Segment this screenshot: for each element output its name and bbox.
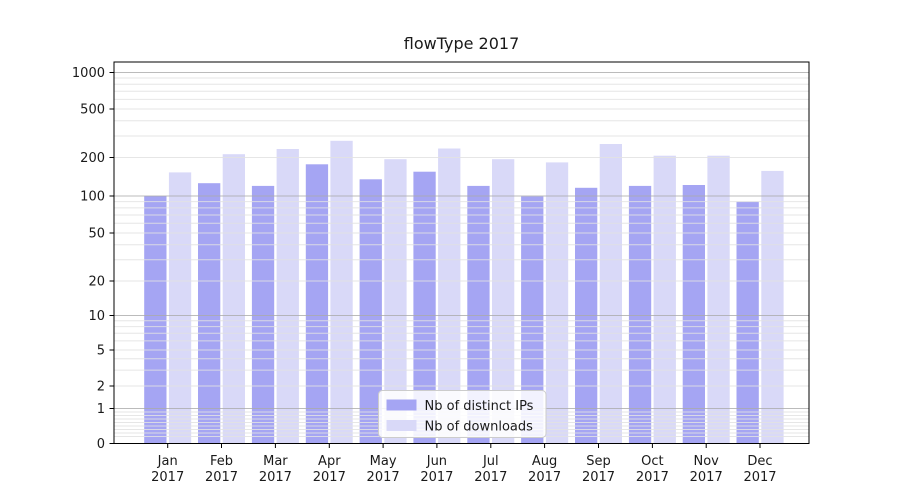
- x-tick-label-month: Mar: [263, 454, 288, 469]
- x-tick-label-month: Jun: [426, 454, 447, 469]
- bar-distinct-ips-jul: [467, 185, 490, 444]
- y-tick-label: 100: [80, 190, 105, 205]
- x-tick-label-year: 2017: [151, 470, 184, 485]
- bar-distinct-ips-feb: [198, 183, 221, 444]
- y-tick-label: 2: [97, 380, 105, 395]
- bars: [144, 140, 784, 444]
- y-tick-label: 1: [97, 402, 105, 417]
- bar-downloads-may: [384, 159, 407, 444]
- x-tick-label-month: Nov: [694, 454, 720, 469]
- x-tick-label-month: Apr: [318, 454, 341, 469]
- x-tick-label-month: Feb: [210, 454, 233, 469]
- plot-border: [113, 61, 810, 444]
- x-tick-label-year: 2017: [690, 470, 723, 485]
- y-tick-label: 500: [80, 103, 105, 118]
- x-tick-label-year: 2017: [313, 470, 346, 485]
- legend-swatch-downloads: [386, 420, 417, 431]
- x-tick-label-year: 2017: [743, 470, 776, 485]
- chart-title: flowType 2017: [404, 34, 520, 53]
- x-tick-label-year: 2017: [636, 470, 669, 485]
- axes: [109, 61, 810, 448]
- y-tick-label: 50: [88, 227, 105, 242]
- x-tick-label-year: 2017: [582, 470, 615, 485]
- y-tick-label: 10: [88, 309, 105, 324]
- x-tick-label-month: May: [370, 454, 397, 469]
- bar-distinct-ips-oct: [628, 185, 652, 444]
- bar-downloads-sep: [599, 144, 622, 444]
- bar-downloads-nov: [707, 155, 730, 444]
- legend: Nb of distinct IPs Nb of downloads: [378, 390, 547, 438]
- y-tick-label: 200: [80, 151, 105, 166]
- x-tick-label-month: Oct: [641, 454, 663, 469]
- bar-downloads-mar: [276, 149, 299, 444]
- bar-downloads-jul: [492, 159, 515, 444]
- bar-distinct-ips-apr: [305, 164, 329, 444]
- x-tick-label-month: Dec: [747, 454, 772, 469]
- bar-distinct-ips-aug: [521, 196, 544, 444]
- legend-swatch-distinct-ips: [386, 399, 417, 411]
- bar-distinct-ips-jan: [144, 196, 167, 444]
- bar-downloads-jan: [168, 172, 192, 444]
- x-tick-label-year: 2017: [474, 470, 507, 485]
- bar-distinct-ips-nov: [682, 185, 705, 444]
- x-tick-label-year: 2017: [367, 470, 400, 485]
- x-tick-label-month: Jan: [157, 454, 178, 469]
- x-tick-label-month: Sep: [586, 454, 611, 469]
- y-tick-label: 5: [97, 344, 105, 359]
- x-tick-label-month: Jul: [482, 454, 499, 469]
- bar-downloads-oct: [653, 155, 676, 444]
- bar-downloads-aug: [545, 162, 569, 444]
- x-tick-label-year: 2017: [420, 470, 453, 485]
- y-tick-label: 1000: [72, 66, 105, 81]
- bar-distinct-ips-dec: [736, 201, 759, 444]
- axis-tick-labels: 01251020501002005001000Jan2017Feb2017Mar…: [72, 66, 777, 485]
- legend-label-downloads: Nb of downloads: [425, 420, 534, 435]
- x-tick-label-year: 2017: [205, 470, 238, 485]
- bar-distinct-ips-jun: [413, 171, 436, 444]
- bar-distinct-ips-mar: [251, 185, 275, 444]
- bar-downloads-feb: [222, 154, 245, 444]
- x-tick-label-year: 2017: [528, 470, 561, 485]
- x-tick-label-year: 2017: [259, 470, 292, 485]
- x-tick-label-month: Aug: [532, 454, 557, 469]
- y-tick-label: 0: [97, 437, 105, 452]
- legend-box: [378, 390, 547, 438]
- bar-downloads-dec: [761, 170, 784, 444]
- y-tick-label: 20: [88, 275, 105, 290]
- bar-downloads-apr: [330, 140, 353, 444]
- legend-label-distinct-ips: Nb of distinct IPs: [425, 399, 534, 414]
- bar-distinct-ips-may: [359, 179, 382, 444]
